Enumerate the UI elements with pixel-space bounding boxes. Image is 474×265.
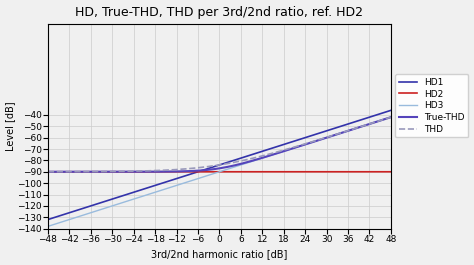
HD1 xyxy=(212,165,218,168)
HD1 xyxy=(378,112,384,115)
HD3 xyxy=(388,116,394,119)
HD2 xyxy=(378,170,384,173)
HD1 xyxy=(63,212,68,215)
True-THD xyxy=(212,167,218,171)
Line: THD: THD xyxy=(48,117,391,172)
HD1 xyxy=(378,112,383,115)
True-THD xyxy=(45,170,51,173)
Y-axis label: Level [dB]: Level [dB] xyxy=(6,101,16,151)
HD1 xyxy=(388,109,394,112)
HD1 xyxy=(315,132,321,135)
THD xyxy=(388,116,394,119)
HD2 xyxy=(212,170,218,173)
THD xyxy=(378,119,383,122)
HD3 xyxy=(378,119,383,122)
THD xyxy=(203,165,209,169)
HD1 xyxy=(45,218,51,221)
Title: HD, True-THD, THD per 3rd/2nd ratio, ref. HD2: HD, True-THD, THD per 3rd/2nd ratio, ref… xyxy=(75,6,364,19)
HD2 xyxy=(315,170,321,173)
Line: HD3: HD3 xyxy=(48,117,391,226)
HD2 xyxy=(388,170,394,173)
Line: HD1: HD1 xyxy=(48,110,391,219)
HD2 xyxy=(378,170,383,173)
True-THD xyxy=(315,139,321,142)
HD2 xyxy=(45,170,51,173)
HD3 xyxy=(315,139,321,142)
THD xyxy=(378,119,384,122)
HD3 xyxy=(378,119,384,122)
HD3 xyxy=(45,225,51,228)
THD xyxy=(315,138,321,142)
HD3 xyxy=(63,219,68,222)
HD2 xyxy=(203,170,209,173)
True-THD xyxy=(63,170,68,173)
THD xyxy=(212,164,218,167)
Line: True-THD: True-THD xyxy=(48,117,391,172)
True-THD xyxy=(378,119,383,122)
True-THD xyxy=(378,119,384,122)
HD2 xyxy=(63,170,68,173)
HD3 xyxy=(212,172,218,175)
Legend: HD1, HD2, HD3, True-THD, THD: HD1, HD2, HD3, True-THD, THD xyxy=(395,74,468,137)
THD xyxy=(63,170,68,173)
True-THD xyxy=(203,169,209,172)
HD3 xyxy=(203,175,209,178)
X-axis label: 3rd/2nd harmonic ratio [dB]: 3rd/2nd harmonic ratio [dB] xyxy=(151,249,288,259)
HD1 xyxy=(203,168,209,171)
True-THD xyxy=(388,116,394,119)
THD xyxy=(45,170,51,173)
